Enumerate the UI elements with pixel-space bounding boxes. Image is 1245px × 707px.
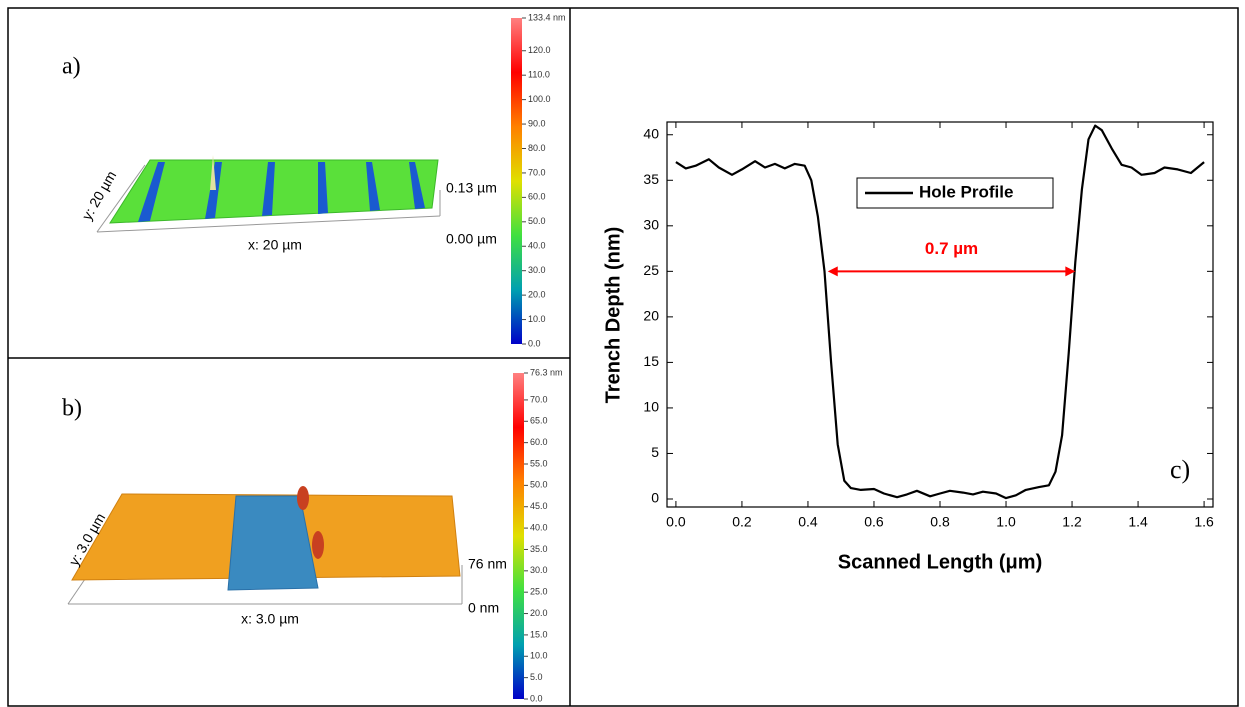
- x-tick-label: 0.6: [864, 514, 884, 530]
- x-tick-label: 1.2: [1062, 514, 1082, 530]
- colorbar-tick-label: 120.0: [528, 45, 551, 55]
- surface-axis: [96, 215, 441, 233]
- colorbar-tick-label: 25.0: [530, 587, 548, 597]
- annotation-label: 0.7 µm: [925, 239, 978, 258]
- surface-a: a) x: 20 µm y: 20 µm 0.13 µm 0.00 µm: [62, 54, 497, 253]
- y-tick-label: 30: [643, 217, 659, 233]
- x-label: x: 3.0 µm: [241, 611, 299, 627]
- y-axis-title: Trench Depth (nm): [602, 227, 624, 404]
- y-tick-label: 40: [643, 125, 659, 141]
- x-tick-label: 1.4: [1128, 514, 1148, 530]
- x-tick-label: 0.8: [930, 514, 950, 530]
- colorbar-tick-label: 65.0: [530, 416, 548, 426]
- colorbar-tick-label: 45.0: [530, 501, 548, 511]
- colorbar-tick-label: 30.0: [528, 265, 546, 275]
- ridge: [297, 486, 309, 510]
- colorbar: [511, 18, 522, 344]
- colorbar-tick-label: 0.0: [530, 693, 543, 703]
- z-label: 0.00 µm: [446, 231, 497, 247]
- colorbar-tick-label: 10.0: [530, 651, 548, 661]
- colorbar-tick-label: 90.0: [528, 118, 546, 128]
- colorbar-tick-label: 10.0: [528, 314, 546, 324]
- colorbar-tick-label: 40.0: [530, 522, 548, 532]
- y-tick-label: 15: [643, 353, 659, 369]
- y-tick-label: 35: [643, 171, 659, 187]
- surface-axis: [96, 164, 146, 233]
- surface-b: b) x: 3.0 µm y: 3.0 µm 76 nm 0 nm: [62, 396, 507, 627]
- arrow-head: [827, 266, 838, 277]
- panel-label: c): [1170, 455, 1190, 484]
- colorbar-tick-label: 20.0: [530, 608, 548, 618]
- panel-label: b): [62, 396, 82, 422]
- colorbar-tick-label: 110.0: [528, 70, 550, 80]
- colorbar-tick-label: 60.0: [528, 192, 546, 202]
- colorbar-tick-label: 40.0: [528, 241, 546, 251]
- z-label: 76 nm: [468, 556, 507, 572]
- trench: [366, 162, 380, 211]
- trenches: [138, 162, 425, 222]
- y-label: y: 20 µm: [78, 168, 119, 223]
- x-tick-label: 1.6: [1194, 514, 1214, 530]
- colorbar-tick-label: 76.3 nm: [530, 367, 563, 377]
- colorbar-tick-label: 0.0: [528, 338, 541, 348]
- colorbar-tick-label: 80.0: [528, 143, 546, 153]
- x-axis-title: Scanned Length (μm): [838, 551, 1042, 573]
- data-line: [675, 124, 1205, 500]
- x-tick-label: 0.2: [732, 514, 752, 530]
- colorbar-tick-label: 55.0: [530, 458, 548, 468]
- trench: [138, 162, 165, 222]
- x-tick-label: 0.4: [798, 514, 818, 530]
- colorbar-tick-label: 50.0: [530, 480, 548, 490]
- arrow-head: [1065, 266, 1076, 277]
- colorbar-tick-label: 15.0: [530, 629, 548, 639]
- panel-label: a): [62, 54, 81, 80]
- ridge: [312, 531, 324, 559]
- trench: [409, 162, 425, 209]
- colorbar: [513, 373, 524, 699]
- trench: [318, 162, 328, 214]
- trench: [205, 162, 222, 219]
- x-label: x: 20 µm: [248, 237, 302, 253]
- y-tick-label: 5: [651, 444, 659, 460]
- x-tick-label: 1.0: [996, 514, 1016, 530]
- colorbar-tick-label: 50.0: [528, 216, 546, 226]
- frame: [7, 7, 1239, 707]
- colorbar-tick-label: 70.0: [528, 167, 546, 177]
- colorbar-tick-label: 5.0: [530, 672, 543, 682]
- colorbar-tick-label: 100.0: [528, 94, 551, 104]
- colorbar-tick-label: 20.0: [528, 289, 546, 299]
- x-tick-label: 0.0: [666, 514, 686, 530]
- colorbar-tick-label: 30.0: [530, 565, 548, 575]
- legend-label: Hole Profile: [919, 182, 1013, 201]
- y-tick-label: 20: [643, 308, 659, 324]
- colorbar-tick-label: 133.4 nm: [528, 12, 566, 22]
- colorbar-tick-label: 35.0: [530, 544, 548, 554]
- y-tick-label: 25: [643, 262, 659, 278]
- colorbar-tick-label: 60.0: [530, 437, 548, 447]
- trench: [262, 162, 275, 216]
- spike: [210, 155, 216, 190]
- y-tick-label: 0: [651, 490, 659, 506]
- colorbar-tick-label: 70.0: [530, 394, 548, 404]
- z-label: 0 nm: [468, 600, 499, 616]
- y-tick-label: 10: [643, 399, 659, 415]
- frame-outer: [7, 7, 1239, 707]
- z-label: 0.13 µm: [446, 180, 497, 196]
